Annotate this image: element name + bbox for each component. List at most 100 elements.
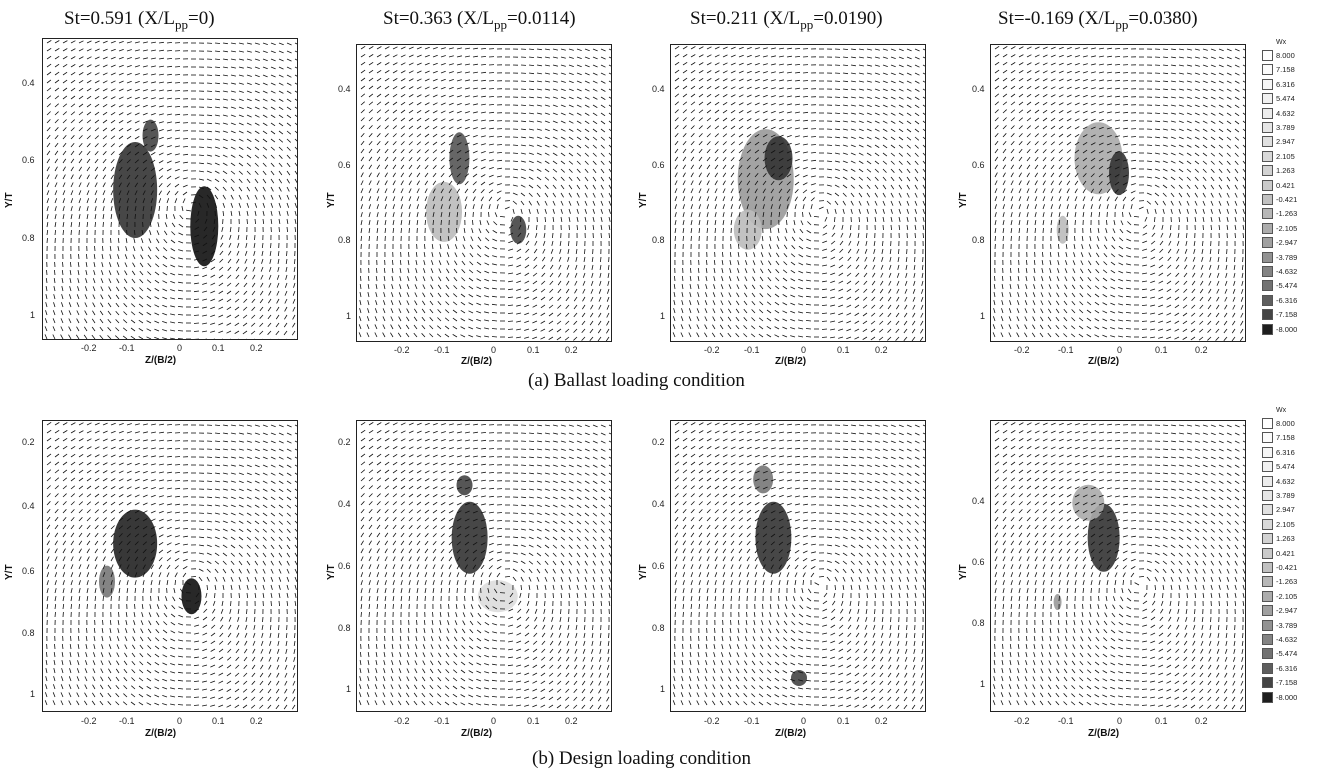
x-axis-label: Z/(B/2) [145, 728, 177, 739]
y-tick: 0.2 [652, 437, 665, 447]
y-tick: 0.2 [338, 437, 351, 447]
x-tick: 0.1 [527, 716, 540, 726]
velocity-vectors [44, 40, 297, 339]
x-tick: 0 [801, 345, 807, 355]
y-axis-label: Y/T [326, 192, 337, 208]
legend-level-label: -4.632 [1276, 635, 1298, 644]
legend-level-label: 3.789 [1276, 491, 1295, 500]
legend-swatch [1262, 165, 1273, 177]
x-tick: -0.2 [1014, 345, 1030, 355]
y-tick: 0.8 [972, 235, 985, 245]
vortex-region [99, 565, 115, 598]
legend-level-label: -2.105 [1276, 591, 1298, 601]
legend-level-label: 2.105 [1276, 519, 1295, 529]
vector-plot-design-1 [42, 420, 298, 712]
column-title-1: St=0.591 (X/Lpp=0) [64, 8, 215, 32]
x-tick: -0.1 [119, 716, 135, 726]
legend-swatch [1262, 576, 1273, 588]
contour-legend-design: Wx 8.000 7.158 6.316 5.474 4.632 3.789 2.947 2.1… [1262, 407, 1324, 708]
caption-ballast: (a) Ballast loading condition [528, 370, 745, 391]
vortex-region [1053, 594, 1062, 611]
y-tick: 0.8 [652, 623, 665, 633]
vector-plot-design-2 [356, 420, 612, 712]
vector-plot-ballast-3 [670, 44, 926, 342]
y-tick: 0.8 [338, 623, 351, 633]
y-tick: 1 [980, 311, 986, 321]
x-tick: -0.1 [434, 716, 450, 726]
legend-level-label: -5.474 [1276, 281, 1298, 291]
x-axis-label: Z/(B/2) [461, 356, 493, 367]
x-axis-label: Z/(B/2) [1088, 356, 1120, 367]
column-title-3: St=0.211 (X/Lpp=0.0190) [690, 8, 883, 32]
x-tick: -0.1 [1058, 716, 1074, 726]
y-tick: 0.6 [338, 561, 351, 571]
y-axis-label: Y/T [958, 192, 969, 208]
x-tick: 0.2 [875, 716, 888, 726]
legend-level-label: -0.421 [1276, 563, 1298, 572]
x-tick: 0 [1117, 345, 1123, 355]
x-tick: 0.1 [837, 345, 850, 355]
y-tick: 1 [660, 311, 666, 321]
legend-level-label: -6.316 [1276, 295, 1298, 305]
legend-swatch [1262, 677, 1273, 689]
legend-swatch [1262, 208, 1273, 220]
y-tick: 0.4 [972, 84, 985, 94]
velocity-vectors [672, 421, 925, 710]
x-axis-label: Z/(B/2) [461, 728, 493, 739]
legend-swatch [1262, 634, 1273, 645]
legend-swatch [1262, 251, 1273, 263]
y-tick: 0.6 [972, 557, 985, 567]
legend-level-label: 2.947 [1276, 137, 1295, 147]
legend-level-label: -2.105 [1276, 223, 1298, 233]
x-tick: 0.1 [212, 716, 225, 726]
legend-level-label: -4.632 [1276, 267, 1298, 276]
legend-swatch [1262, 222, 1273, 234]
legend-swatch [1262, 461, 1273, 473]
legend-level-label: 0.421 [1276, 548, 1295, 558]
legend-level-label: -1.263 [1276, 209, 1298, 219]
vector-plot-ballast-1 [42, 38, 298, 340]
y-tick: 1 [30, 689, 36, 699]
x-tick: 0.2 [1195, 716, 1208, 726]
legend-level-label: -1.263 [1276, 577, 1298, 587]
y-tick: 0.6 [22, 155, 35, 165]
contour-legend-ballast: Wx 8.000 7.158 6.316 5.474 4.632 3.789 2.947 2.1… [1262, 39, 1324, 340]
vortex-region [1072, 484, 1105, 521]
legend-swatch [1262, 194, 1273, 205]
x-tick: -0.1 [744, 345, 760, 355]
legend-swatch [1262, 562, 1273, 573]
legend-level-label: 6.316 [1276, 79, 1295, 89]
x-tick: -0.2 [81, 716, 97, 726]
y-axis-label: Y/T [638, 564, 649, 580]
y-tick: 1 [660, 684, 666, 694]
y-tick: 0.8 [338, 235, 351, 245]
legend-level-label: -7.158 [1276, 310, 1298, 320]
legend-swatch [1262, 490, 1273, 501]
x-tick: -0.1 [119, 343, 135, 353]
legend-level-label: -2.947 [1276, 606, 1298, 616]
legend-level-label: 1.263 [1276, 166, 1295, 176]
legend-swatch [1262, 662, 1273, 674]
legend-level-label: 5.474 [1276, 94, 1295, 104]
legend-swatch [1262, 547, 1273, 559]
x-axis-label: Z/(B/2) [1088, 728, 1120, 739]
x-tick: -0.2 [81, 343, 97, 353]
x-axis-label: Z/(B/2) [145, 355, 177, 366]
y-tick: 1 [346, 684, 352, 694]
y-axis-label: Y/T [326, 564, 337, 580]
vortex-region [477, 580, 518, 613]
y-axis-label: Y/T [4, 192, 15, 208]
legend-swatch [1262, 590, 1273, 602]
legend-level-label: -2.947 [1276, 238, 1298, 248]
y-tick: 0.4 [972, 496, 985, 506]
y-tick: 0.4 [338, 499, 351, 509]
legend-swatch [1262, 122, 1273, 133]
x-tick: -0.1 [434, 345, 450, 355]
legend-level-label: 8.000 [1276, 419, 1295, 428]
y-tick: 0.4 [652, 84, 665, 94]
column-title-4: St=-0.169 (X/Lpp=0.0380) [998, 8, 1198, 32]
legend-swatch [1262, 605, 1273, 617]
x-tick: 0.1 [1155, 345, 1168, 355]
legend-swatch [1262, 93, 1273, 105]
vortex-region [190, 186, 219, 267]
